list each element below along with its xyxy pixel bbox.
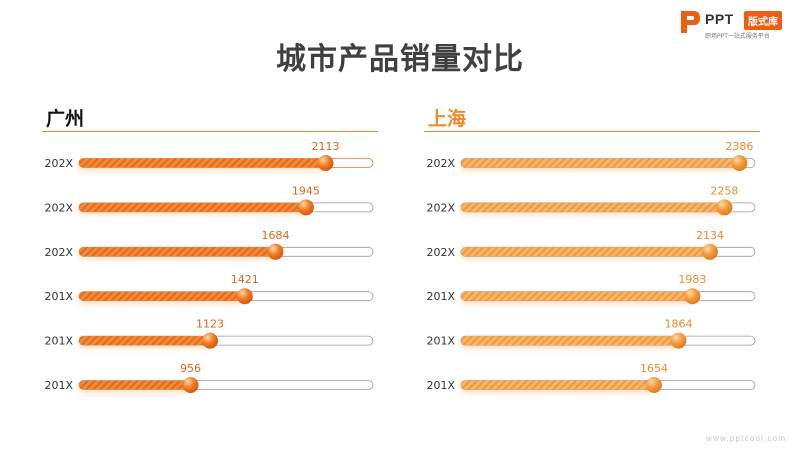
data-label: 2386 [725,140,753,153]
category-label: 201X [44,290,73,303]
data-label: 2134 [696,229,724,242]
bar-end-knob [267,243,284,260]
data-label: 1945 [292,184,320,197]
data-label: 1123 [196,318,224,331]
page-title: 城市产品销量对比 [276,42,524,77]
category-label: 201X [426,290,455,303]
category-label: 202X [426,201,455,214]
bar-end-knob [236,288,253,305]
bar-end-knob [670,332,687,349]
brand-logo: PPT 版式库 职场PPT一站式服务平台 [678,8,794,42]
logo-ppt-text: PPT [705,11,734,27]
bar-chart-guangzhou: 202X 2113 202X 1945 202X 1684 201X 1421 201X 1123… [44,140,374,393]
bar [461,202,725,212]
data-label: 956 [180,362,201,375]
data-label: 2258 [710,184,738,197]
bar [461,247,710,257]
chart-panel-guangzhou: 广州 202X 2113 202X 1945 202X 1684 201X 1421 201X 1… [42,100,378,400]
data-label: 1983 [678,273,706,286]
bar-end-knob [317,155,334,171]
category-label: 202X [44,157,73,170]
title-underline [424,131,760,132]
category-label: 202X [426,246,455,259]
data-label: 2113 [312,140,340,153]
chart-panel-shanghai: 上海 202X 2386 202X 2258 202X 2134 201X 1983 201X 1… [424,100,760,400]
watermark: www.pptcool.com [706,434,787,443]
data-label: 1684 [261,229,289,242]
bar [461,291,693,301]
bar [79,247,276,257]
bar [79,291,245,301]
bar-end-knob [684,288,701,305]
ppt-logo-icon [681,11,700,33]
bar-end-knob [731,155,748,171]
category-label: 201X [426,379,455,392]
category-label: 201X [44,379,73,392]
bar [79,202,306,212]
bar [461,158,740,168]
bar-end-knob [716,199,733,216]
bar-end-knob [202,332,219,349]
category-label: 202X [44,246,73,259]
bar [79,380,191,390]
bar [461,336,679,346]
data-label: 1654 [640,362,668,375]
data-label: 1864 [664,318,692,331]
category-label: 202X [44,201,73,214]
logo-badge: 版式库 [744,11,782,30]
category-label: 201X [426,335,455,348]
bar-end-knob [645,377,662,393]
bar [79,336,211,346]
bar [461,380,654,390]
category-label: 201X [44,335,73,348]
chart-title: 上海 [428,108,467,130]
bar-end-knob [701,243,718,260]
category-label: 202X [426,157,455,170]
bar-end-knob [297,199,314,216]
logo-tagline: 职场PPT一站式服务平台 [705,33,770,40]
chart-title: 广州 [46,108,85,130]
bar-chart-shanghai: 202X 2386 202X 2258 202X 2134 201X 1983 201X 1864… [426,140,756,393]
bar-end-knob [182,377,199,393]
data-label: 1421 [231,273,259,286]
bar [79,158,326,168]
title-underline [42,131,378,132]
